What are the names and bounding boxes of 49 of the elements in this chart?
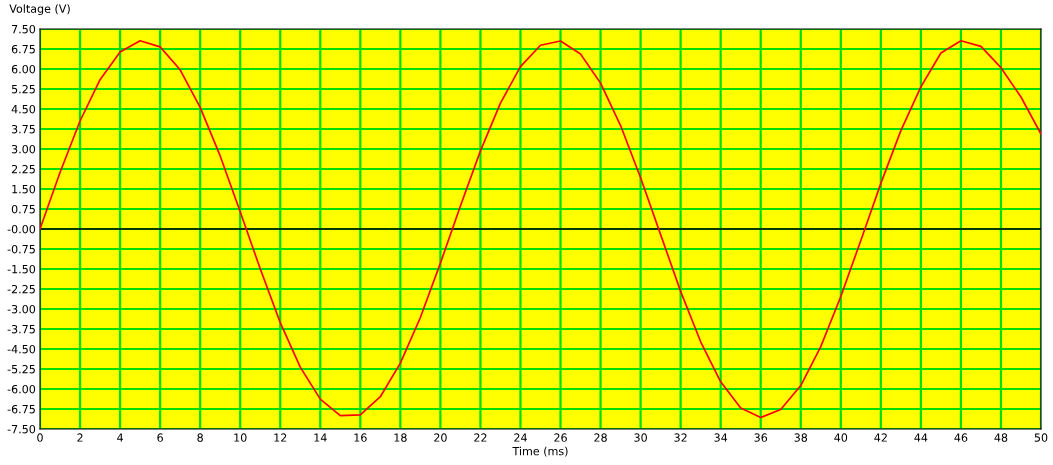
x-tick-label: 40: [834, 433, 848, 442]
x-tick-label: 28: [594, 433, 607, 442]
y-tick-label: -6.00: [7, 384, 36, 394]
x-tick-label: 8: [197, 433, 203, 442]
y-axis-title: Voltage (V): [9, 4, 70, 15]
y-tick-label: -4.50: [7, 344, 36, 354]
x-tick-label: 30: [634, 433, 647, 442]
x-tick-label: 48: [994, 433, 1008, 442]
y-tick-label: 5.25: [11, 84, 35, 94]
x-tick-label: 0: [37, 433, 43, 442]
y-tick-label: 3.00: [11, 144, 36, 154]
y-tick-label: 6.75: [11, 44, 35, 54]
x-tick-label: 4: [117, 433, 123, 442]
y-tick-label: -3.75: [7, 324, 35, 334]
x-tick-label: 32: [674, 433, 687, 442]
x-tick-label: 20: [434, 433, 447, 442]
x-tick-label: 6: [157, 433, 163, 442]
y-tick-label: 3.75: [11, 124, 35, 134]
y-tick-label: -1.50: [7, 264, 36, 274]
y-tick-label: -7.50: [7, 424, 36, 434]
x-tick-label: 34: [714, 433, 728, 442]
x-tick-label: 38: [794, 433, 808, 442]
x-tick-label: 46: [954, 433, 968, 442]
x-tick-label: 10: [234, 433, 247, 442]
y-tick-label: 4.50: [11, 104, 36, 114]
x-tick-label: 12: [274, 433, 287, 442]
y-tick-label: -6.75: [7, 404, 35, 414]
x-tick-label: 26: [554, 433, 567, 442]
y-tick-label: 2.25: [11, 164, 35, 174]
y-tick-label: -3.00: [7, 304, 36, 314]
y-tick-label: -0.75: [7, 244, 35, 254]
y-tick-label: 7.50: [12, 24, 36, 34]
x-tick-label: 36: [754, 433, 768, 442]
x-tick-label: 16: [354, 433, 367, 442]
x-tick-label: 22: [474, 433, 487, 442]
y-tick-label: -5.25: [7, 364, 35, 374]
y-tick-label: -2.25: [7, 284, 35, 294]
x-axis-title: Time (ms): [512, 446, 568, 457]
y-tick-label: 1.50: [12, 184, 36, 194]
x-tick-label: 24: [514, 433, 527, 442]
x-tick-label: 18: [394, 433, 407, 442]
x-tick-label: 14: [314, 433, 327, 442]
x-tick-label: 50: [1034, 433, 1048, 442]
x-tick-label: 44: [914, 433, 928, 442]
y-tick-label: 0.75: [11, 204, 35, 214]
y-tick-label: 6.00: [11, 64, 36, 74]
x-tick-label: 2: [77, 433, 83, 442]
y-tick-label: -0.00: [7, 224, 36, 234]
x-tick-label: 42: [874, 433, 887, 442]
